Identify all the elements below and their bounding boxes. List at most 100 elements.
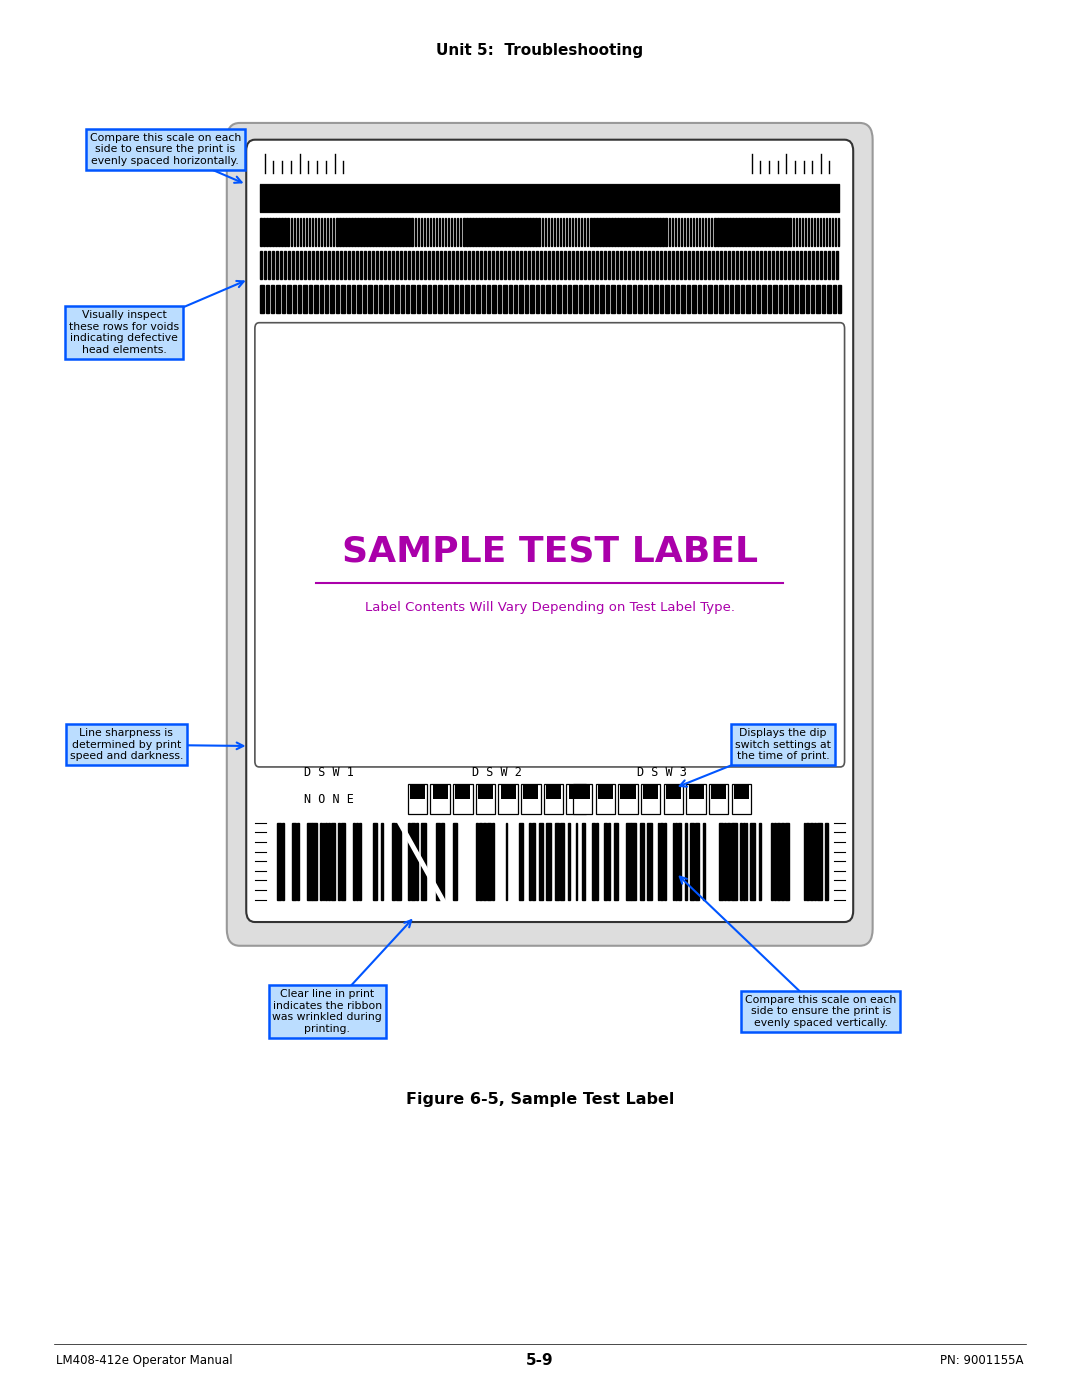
Bar (571, 218, 573, 246)
Bar (707, 218, 710, 246)
Bar (465, 218, 468, 246)
Bar (692, 251, 694, 279)
Text: Visually inspect
these rows for voids
indicating defective
head elements.: Visually inspect these rows for voids in… (69, 310, 179, 355)
Bar (302, 218, 305, 246)
Bar (734, 785, 750, 799)
Bar (393, 218, 395, 246)
Bar (827, 285, 831, 313)
Bar (287, 285, 291, 313)
Bar (620, 785, 635, 799)
Bar (548, 251, 550, 279)
Bar (741, 285, 744, 313)
Bar (297, 218, 298, 246)
Bar (530, 285, 534, 313)
Bar (825, 823, 828, 900)
Bar (815, 251, 818, 279)
Bar (333, 218, 335, 246)
Bar (544, 251, 546, 279)
Bar (784, 251, 786, 279)
Bar (811, 218, 812, 246)
Bar (522, 784, 541, 814)
Bar (536, 285, 539, 313)
Bar (584, 285, 588, 313)
Bar (686, 823, 687, 900)
Bar (808, 218, 809, 246)
Bar (539, 823, 543, 900)
Bar (660, 823, 663, 900)
Bar (314, 285, 318, 313)
Bar (687, 285, 690, 313)
Bar (456, 251, 458, 279)
Bar (738, 218, 740, 246)
Bar (492, 823, 494, 900)
Bar (816, 285, 820, 313)
Bar (328, 823, 329, 900)
Bar (536, 218, 537, 246)
Bar (677, 218, 679, 246)
Bar (735, 251, 738, 279)
Bar (422, 285, 426, 313)
Bar (408, 823, 410, 900)
Bar (363, 285, 366, 313)
Bar (592, 823, 595, 900)
Bar (753, 218, 755, 246)
Bar (374, 285, 377, 313)
Bar (720, 251, 723, 279)
Bar (838, 285, 841, 313)
Bar (488, 251, 490, 279)
Bar (406, 285, 409, 313)
Bar (280, 251, 282, 279)
Bar (627, 251, 630, 279)
Bar (288, 251, 291, 279)
Bar (644, 251, 646, 279)
Bar (299, 218, 301, 246)
Bar (356, 823, 359, 900)
Bar (325, 823, 327, 900)
Bar (820, 251, 822, 279)
Bar (675, 823, 677, 900)
Bar (645, 218, 646, 246)
Bar (635, 218, 637, 246)
Bar (492, 285, 496, 313)
Bar (796, 218, 797, 246)
Bar (503, 285, 507, 313)
Bar (411, 285, 415, 313)
Bar (703, 823, 705, 900)
Bar (415, 218, 416, 246)
Bar (424, 251, 427, 279)
Bar (826, 218, 827, 246)
Bar (521, 218, 522, 246)
Bar (529, 823, 531, 900)
Bar (272, 218, 274, 246)
Bar (716, 251, 718, 279)
Bar (696, 218, 698, 246)
Bar (265, 251, 267, 279)
Bar (430, 218, 431, 246)
Bar (732, 251, 734, 279)
Bar (490, 218, 491, 246)
Bar (590, 285, 593, 313)
Bar (421, 823, 426, 900)
Bar (400, 251, 402, 279)
Bar (702, 218, 703, 246)
Bar (341, 823, 345, 900)
Bar (680, 218, 683, 246)
Bar (768, 251, 770, 279)
Bar (469, 218, 471, 246)
Bar (808, 251, 810, 279)
Bar (500, 251, 502, 279)
Bar (428, 285, 431, 313)
Bar (596, 784, 616, 814)
Bar (708, 285, 712, 313)
Bar (505, 823, 508, 900)
Bar (532, 823, 536, 900)
Bar (632, 823, 636, 900)
Bar (835, 218, 837, 246)
Bar (324, 218, 325, 246)
Bar (604, 823, 607, 900)
Bar (499, 218, 501, 246)
Bar (471, 285, 474, 313)
Bar (390, 218, 392, 246)
Bar (774, 218, 777, 246)
Bar (448, 251, 450, 279)
